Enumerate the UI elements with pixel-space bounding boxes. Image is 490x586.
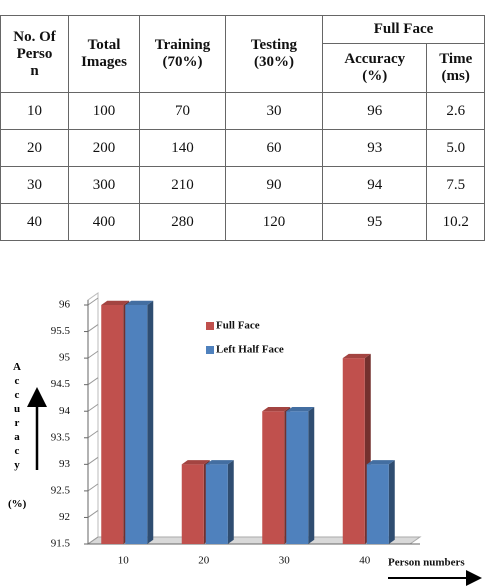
table-cell: 96 xyxy=(321,92,428,130)
table-cell: 120 xyxy=(225,203,323,241)
y-tick-label: 94.5 xyxy=(51,378,71,390)
header-text: (ms) xyxy=(441,68,470,84)
table-cell: 93 xyxy=(321,129,428,167)
y-tick-label: 91.5 xyxy=(51,538,71,550)
x-tick-label: 20 xyxy=(198,555,210,567)
header-text: (70%) xyxy=(162,54,203,70)
table-cell: 60 xyxy=(225,129,323,167)
bar xyxy=(125,305,148,544)
grid-line xyxy=(87,536,99,545)
grid-line xyxy=(87,510,99,518)
table-cell: 95 xyxy=(321,203,428,241)
table-cell: 10 xyxy=(0,92,69,130)
header-cell: Testing (30%) xyxy=(225,15,323,93)
results-table: No. Of Perso n Total Images Training (70%) Test… xyxy=(0,15,485,241)
header-text: (30%) xyxy=(254,54,294,70)
grid-line xyxy=(87,403,99,412)
y-tick-label: 94 xyxy=(59,405,71,417)
bar-top xyxy=(101,300,130,305)
legend-swatch xyxy=(206,322,214,330)
y-axis-title: Accuracy xyxy=(13,361,21,471)
y-axis-unit: (%) xyxy=(8,498,27,510)
bar-side xyxy=(388,460,395,544)
bar-top xyxy=(286,407,315,412)
table-row: 40 400 280 120 95 10.2 xyxy=(0,203,485,241)
bar xyxy=(366,464,389,544)
x-tick-label: 10 xyxy=(118,555,130,567)
header-cell: Total Images xyxy=(68,15,140,93)
bar xyxy=(181,464,204,544)
header-text: No. Of xyxy=(13,28,56,45)
table-cell: 280 xyxy=(139,203,226,241)
bar xyxy=(342,358,365,544)
header-text: Total xyxy=(87,37,121,53)
header-text: Accuracy xyxy=(344,51,406,67)
table-cell: 7.5 xyxy=(426,166,485,204)
header-cell: No. Of Perso n xyxy=(0,15,69,93)
bar-top xyxy=(262,407,291,412)
header-text: Training xyxy=(154,37,211,53)
grid-line xyxy=(87,297,99,306)
y-tick-label: 95 xyxy=(59,352,71,364)
table-cell: 140 xyxy=(139,129,226,167)
table-row: 10 100 70 30 96 2.6 xyxy=(0,92,485,130)
bar-top xyxy=(181,460,210,465)
table-cell: 400 xyxy=(68,203,140,241)
y-tick-label: 93.5 xyxy=(51,431,71,443)
header-row: No. Of Perso n Total Images Training (70%) Test… xyxy=(0,15,485,93)
bar xyxy=(262,411,285,544)
bar-side xyxy=(308,407,315,544)
table-body: 10 100 70 30 96 2.6 20 200 140 60 93 5.0 30 300 210 90 9… xyxy=(0,92,485,241)
table-cell: 10.2 xyxy=(426,203,485,241)
header-text: (%) xyxy=(362,68,388,84)
header-text: n xyxy=(30,62,39,79)
y-tick-label: 92 xyxy=(59,511,70,523)
bar-top xyxy=(366,460,395,465)
y-tick-label: 96 xyxy=(59,299,71,311)
table-cell: 94 xyxy=(321,166,428,204)
legend-label: Left Half Face xyxy=(216,344,284,356)
grid-line xyxy=(87,324,99,332)
grid-line xyxy=(87,430,99,439)
bar xyxy=(286,411,309,544)
y-tick-label: 95.5 xyxy=(51,325,71,337)
bar-top xyxy=(205,460,234,465)
group-header: Full Face xyxy=(322,15,485,44)
grid-line xyxy=(87,350,99,359)
table-cell: 90 xyxy=(225,166,323,204)
table-cell: 20 xyxy=(0,129,69,167)
table-cell: 210 xyxy=(139,166,226,204)
legend-label: Full Face xyxy=(216,320,260,332)
y-tick-label: 92.5 xyxy=(51,484,71,496)
table-cell: 300 xyxy=(68,166,140,204)
grid-line xyxy=(87,377,99,386)
header-text: Testing xyxy=(250,37,298,53)
header-text: Perso xyxy=(16,45,53,62)
table-cell: 100 xyxy=(68,92,140,130)
x-tick-label: 30 xyxy=(279,555,291,567)
subheader-cell: Time (ms) xyxy=(426,43,485,93)
header-text: Time xyxy=(439,51,473,67)
x-axis-title: Person numbers xyxy=(388,557,465,569)
y-tick-label: 93 xyxy=(59,458,71,470)
table-cell: 30 xyxy=(0,166,69,204)
bar-top xyxy=(125,300,154,305)
x-tick-label: 40 xyxy=(359,555,371,567)
bar xyxy=(101,305,124,544)
table-cell: 40 xyxy=(0,203,69,241)
legend-swatch xyxy=(206,346,214,354)
bar-side xyxy=(147,300,154,544)
table-row: 30 300 210 90 94 7.5 xyxy=(0,166,485,204)
bar-top xyxy=(342,353,371,359)
bar-side xyxy=(227,460,234,544)
grid-line xyxy=(87,456,99,465)
header-text: Images xyxy=(81,54,127,70)
bar xyxy=(205,464,228,544)
grid-line xyxy=(87,483,99,492)
table-cell: 2.6 xyxy=(426,92,485,130)
